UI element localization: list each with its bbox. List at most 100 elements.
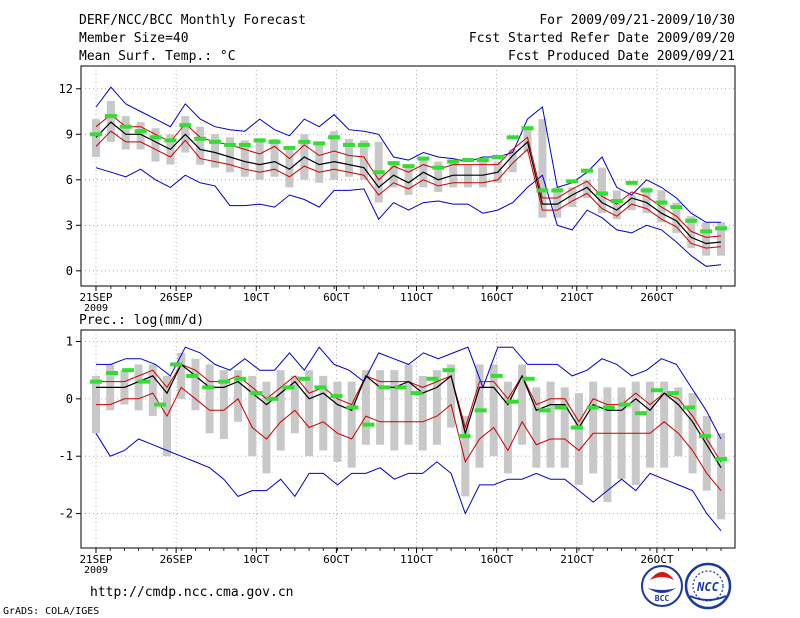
observed-marker [551, 188, 564, 193]
y-tick-label: 3 [66, 218, 73, 232]
x-tick-label: 11OCT [400, 291, 433, 304]
ensemble-box [389, 161, 398, 188]
observed-marker [506, 135, 519, 140]
y-tick-label: -2 [59, 507, 73, 521]
observed-marker [283, 145, 296, 150]
x-tick-year-label: 2009 [84, 303, 108, 314]
observed-marker [90, 132, 102, 137]
ensemble-box [461, 416, 470, 497]
ensemble-box [489, 364, 498, 457]
ensemble-box [148, 364, 157, 417]
observed-marker [618, 402, 631, 407]
observed-marker [238, 142, 251, 147]
ensemble-box [560, 387, 569, 468]
ensemble-box [305, 370, 314, 457]
observed-marker [330, 393, 343, 398]
observed-marker [106, 371, 119, 376]
x-tick-label: 26OCT [640, 553, 673, 566]
footer-url[interactable]: http://cmdp.ncc.cma.gov.cn [90, 585, 294, 600]
x-tick-label: 10CT [243, 553, 270, 566]
ensemble-box [219, 370, 228, 439]
header-started-refer-date: Fcst Started Refer Date 2009/09/20 [469, 31, 735, 46]
ensemble-box [390, 370, 399, 451]
observed-marker [521, 126, 534, 131]
x-tick-label: 26SEP [160, 553, 193, 566]
x-tick-label: 21SEP [79, 553, 112, 566]
observed-marker [362, 422, 375, 427]
ensemble-upper-line [95, 86, 721, 223]
observed-marker [266, 396, 279, 401]
observed-marker [700, 229, 713, 234]
ensemble-box [234, 370, 243, 422]
observed-marker [90, 379, 102, 384]
ensemble-upper-line [96, 346, 722, 440]
ensemble-box [475, 364, 484, 468]
observed-marker [581, 168, 594, 173]
ensemble-box [262, 381, 271, 474]
observed-marker [378, 385, 391, 390]
observed-marker [554, 405, 567, 410]
ensemble-box [151, 128, 160, 162]
x-tick-label: 21OCT [560, 291, 593, 304]
ncc-logo: NCC [684, 562, 732, 610]
observed-marker [179, 123, 192, 128]
observed-marker [447, 159, 460, 164]
observed-marker [194, 136, 207, 141]
ensemble-box [134, 364, 143, 411]
ensemble-box [333, 381, 342, 462]
ensemble-box [603, 387, 612, 503]
y-tick-label: 6 [66, 173, 73, 187]
ensemble-box [702, 222, 711, 256]
plot-frame [80, 329, 736, 549]
ensemble-box [687, 216, 696, 249]
observed-marker [698, 434, 711, 439]
ensemble-box [532, 387, 541, 468]
observed-marker [625, 180, 638, 185]
ensemble-box [270, 138, 279, 177]
observed-marker [474, 408, 487, 413]
x-tick-label: 26OCT [640, 291, 673, 304]
observed-marker [602, 405, 615, 410]
observed-marker [134, 129, 147, 134]
observed-marker [253, 138, 266, 143]
observed-marker [104, 114, 117, 119]
x-tick-label: 26SEP [160, 291, 193, 304]
ensemble-box [583, 179, 592, 198]
observed-marker [268, 139, 281, 144]
observed-marker [522, 376, 535, 381]
ensemble-box [589, 381, 598, 474]
observed-marker [170, 362, 183, 367]
ensemble-box [319, 375, 328, 451]
observed-marker [186, 373, 199, 378]
header-produced-date: Fcst Produced Date 2009/09/21 [508, 49, 735, 64]
ensemble-box [574, 393, 583, 485]
ensemble-box [92, 119, 100, 158]
observed-marker [715, 457, 727, 462]
climatology-lower-line [96, 386, 722, 491]
ensemble-box [376, 370, 385, 445]
observed-marker [313, 141, 326, 146]
ensemble-mean-line [95, 121, 722, 245]
ensemble-box [255, 140, 264, 180]
ensemble-box [508, 149, 517, 173]
ensemble-box [404, 164, 413, 195]
ensemble-box [538, 119, 547, 218]
header-member-size: Member Size=40 [79, 31, 189, 46]
observed-marker [209, 139, 222, 144]
observed-marker [119, 124, 132, 129]
x-tick-label: 11OCT [400, 553, 433, 566]
ensemble-box [642, 187, 651, 214]
observed-marker [346, 405, 359, 410]
ensemble-box [434, 161, 443, 192]
ensemble-box [612, 190, 621, 220]
ensemble-lower-line [95, 167, 722, 267]
observed-marker [715, 226, 727, 231]
ensemble-box [347, 381, 356, 468]
ncc-logo-text: NCC [696, 580, 719, 594]
y-tick-label: 12 [59, 82, 73, 96]
ensemble-box [361, 370, 370, 445]
x-tick-label: 6OCT [323, 553, 350, 566]
bcc-logo: BCC [641, 565, 683, 607]
ensemble-box [518, 364, 527, 445]
observed-marker [328, 135, 341, 140]
